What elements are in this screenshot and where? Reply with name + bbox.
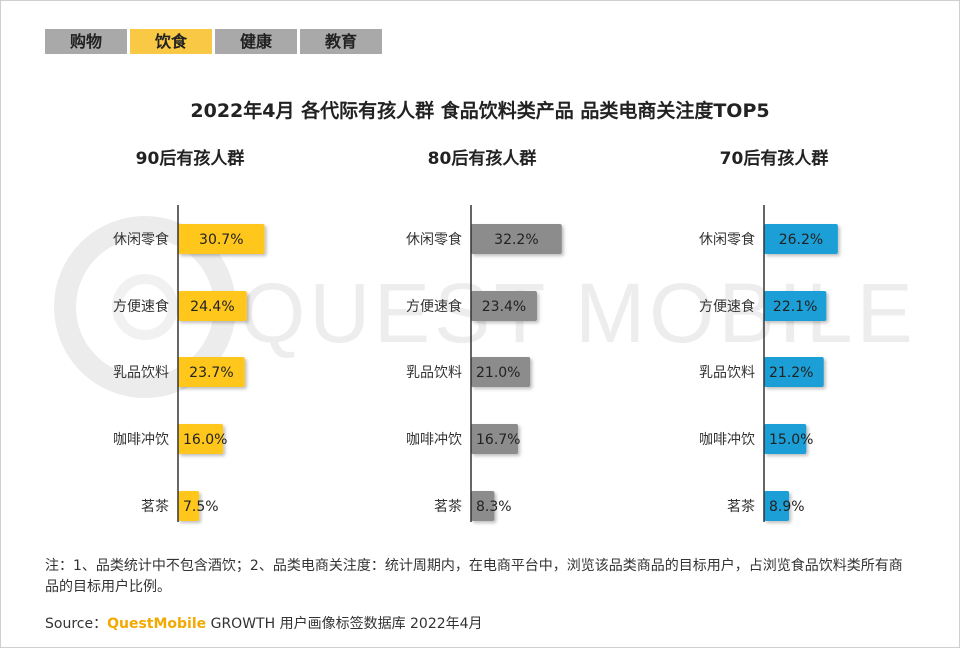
value-label-80s-3: 16.7% [476,432,520,448]
category-label-80s-0: 休闲零食 [406,231,462,248]
bar-80s-3 [471,424,519,454]
category-label-90s-4: 茗茶 [141,499,169,515]
bar-90s-1 [178,291,247,321]
bar-90s-0 [178,224,265,254]
category-tabs: 购物 饮食 健康 教育 [45,29,382,54]
value-label-70s-3: 15.0% [769,432,813,448]
tab-health[interactable]: 健康 [215,29,297,54]
value-label-90s-0: 30.7% [199,232,243,248]
bar-90s-3 [178,424,224,454]
category-label-70s-3: 咖啡冲饮 [699,432,755,448]
value-label-90s-2: 23.7% [189,365,233,381]
footnote: 注：1、品类统计中不包含酒饮；2、品类电商关注度：统计周期内，在电商平台中，浏览… [45,558,903,595]
bar-80s-1 [471,291,537,321]
category-label-70s-2: 乳品饮料 [699,365,755,381]
bar-80s-0 [471,224,562,254]
panel-title-90s: 90后有孩人群 [135,149,245,169]
bar-80s-4 [471,491,495,521]
value-label-90s-3: 16.0% [183,432,227,448]
value-label-80s-4: 8.3% [476,499,512,515]
bar-70s-1 [764,291,827,321]
category-label-90s-1: 方便速食 [113,298,169,315]
source-line: Source：QuestMobile GROWTH 用户画像标签数据库 2022… [45,613,483,633]
category-label-80s-4: 茗茶 [434,499,462,515]
value-label-70s-0: 26.2% [779,232,823,248]
value-label-80s-1: 23.4% [482,299,526,315]
bar-70s-4 [764,491,790,521]
category-label-90s-0: 休闲零食 [113,231,169,248]
bar-70s-2 [764,357,824,387]
category-label-90s-3: 咖啡冲饮 [113,432,169,448]
panel-title-80s: 80后有孩人群 [427,149,537,169]
category-label-80s-2: 乳品饮料 [406,365,462,381]
chart-main-title: 2022年4月 各代际有孩人群 食品饮料类产品 品类电商关注度TOP5 [190,100,770,122]
value-label-70s-2: 21.2% [769,365,813,381]
bar-70s-3 [764,424,807,454]
source-brand: QuestMobile [107,616,207,632]
category-label-80s-1: 方便速食 [406,298,462,315]
category-label-70s-4: 茗茶 [727,499,755,515]
value-label-80s-0: 32.2% [494,232,538,248]
tab-shopping[interactable]: 购物 [45,29,127,54]
value-label-90s-4: 7.5% [183,499,219,515]
tab-education[interactable]: 教育 [300,29,382,54]
category-label-90s-2: 乳品饮料 [113,365,169,381]
bar-90s-2 [178,357,245,387]
category-label-70s-1: 方便速食 [699,298,755,315]
source-prefix: Source： [45,616,108,632]
value-label-80s-2: 21.0% [476,365,520,381]
panel-title-70s: 70后有孩人群 [719,149,829,169]
category-label-80s-3: 咖啡冲饮 [406,432,462,448]
value-label-70s-4: 8.9% [769,499,805,515]
bar-70s-0 [764,224,838,254]
bar-80s-2 [471,357,531,387]
value-label-70s-1: 22.1% [773,299,817,315]
bar-90s-4 [178,491,200,521]
category-label-70s-0: 休闲零食 [699,231,755,248]
source-suffix: GROWTH 用户画像标签数据库 2022年4月 [206,616,483,632]
value-label-90s-1: 24.4% [190,299,234,315]
tab-food[interactable]: 饮食 [130,29,212,54]
